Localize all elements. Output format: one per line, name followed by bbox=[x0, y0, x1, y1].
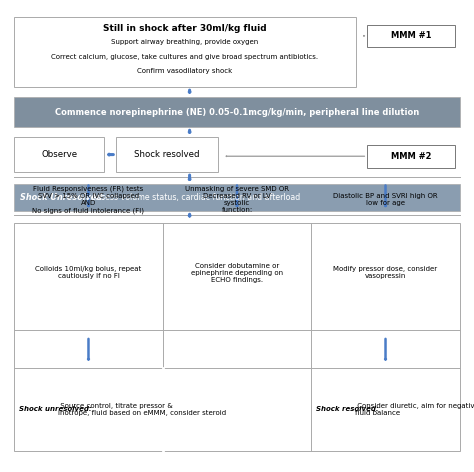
FancyBboxPatch shape bbox=[367, 145, 455, 168]
Text: MMM #1: MMM #1 bbox=[391, 31, 431, 41]
FancyBboxPatch shape bbox=[116, 137, 218, 172]
FancyBboxPatch shape bbox=[14, 184, 460, 211]
Text: Shock resolved:: Shock resolved: bbox=[316, 406, 379, 413]
Text: Colloids 10ml/kg bolus, repeat
cautiously if no FI: Colloids 10ml/kg bolus, repeat cautiousl… bbox=[36, 266, 142, 279]
Text: Modify pressor dose, consider
vasopressin: Modify pressor dose, consider vasopressi… bbox=[333, 266, 438, 279]
FancyBboxPatch shape bbox=[367, 25, 455, 47]
Text: Correct calcium, glucose, take cultures and give broad spectrum antibiotics.: Correct calcium, glucose, take cultures … bbox=[51, 54, 319, 59]
FancyBboxPatch shape bbox=[14, 137, 104, 172]
Text: Shock Unresolved:: Shock Unresolved: bbox=[20, 193, 105, 202]
Text: Still in shock after 30ml/kg fluid: Still in shock after 30ml/kg fluid bbox=[103, 24, 267, 33]
Text: Shock unresolved:: Shock unresolved: bbox=[19, 406, 91, 413]
Text: Observe: Observe bbox=[41, 150, 77, 159]
Text: Confirm vasodilatory shock: Confirm vasodilatory shock bbox=[137, 68, 232, 74]
Text: Assess volume status, cardiac function and afterload: Assess volume status, cardiac function a… bbox=[89, 193, 300, 202]
FancyBboxPatch shape bbox=[14, 223, 460, 451]
Text: Diastolic BP and SVRI high OR
low for age: Diastolic BP and SVRI high OR low for ag… bbox=[333, 194, 438, 206]
FancyBboxPatch shape bbox=[14, 17, 356, 87]
Text: Unmasking of severe SMD OR
Decreased RV or LV
systolic
function:: Unmasking of severe SMD OR Decreased RV … bbox=[185, 186, 289, 213]
Text: Commence norepinephrine (NE) 0.05-0.1mcg/kg/min, peripheral line dilution: Commence norepinephrine (NE) 0.05-0.1mcg… bbox=[55, 108, 419, 117]
Text: Consider dobutamine or
epinephrine depending on
ECHO findings.: Consider dobutamine or epinephrine depen… bbox=[191, 262, 283, 283]
Text: Fluid Responsiveness (FR) tests
SVV > 15% OR IVC collapsed
AND
No signs of fluid: Fluid Responsiveness (FR) tests SVV > 15… bbox=[33, 186, 145, 214]
Text: Consider diuretic, aim for negative
fluid balance: Consider diuretic, aim for negative flui… bbox=[355, 403, 474, 416]
FancyBboxPatch shape bbox=[14, 97, 460, 127]
Text: MMM #2: MMM #2 bbox=[391, 152, 431, 161]
Text: Source control, titrate pressor &
inotrope, fluid based on eMMM, consider steroi: Source control, titrate pressor & inotro… bbox=[58, 403, 227, 416]
Text: Support airway breathing, provide oxygen: Support airway breathing, provide oxygen bbox=[111, 40, 258, 45]
Text: Shock resolved: Shock resolved bbox=[134, 150, 200, 159]
